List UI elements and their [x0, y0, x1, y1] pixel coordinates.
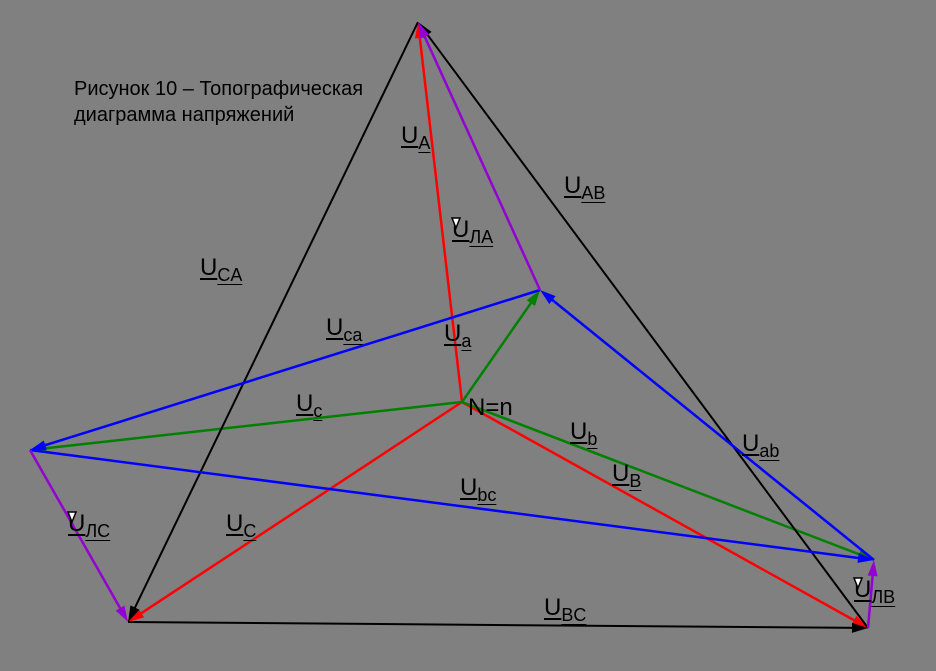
vector-UAB [418, 22, 868, 628]
vector-UC [128, 402, 462, 622]
label-ULC: UЛС [66, 510, 110, 542]
label-ULB: UЛВ [852, 576, 895, 608]
caption-line1: Рисунок 10 – Топографическая [74, 78, 363, 100]
label-Ub: Ub [570, 418, 597, 450]
node-label-N: N=n [468, 394, 513, 422]
label-UAB: UAB [564, 172, 605, 204]
label-Uca: Uca [326, 314, 362, 346]
label-UB: UB [612, 460, 641, 492]
label-UBC: UBC [544, 594, 586, 626]
label-ULA: UЛА [450, 216, 493, 248]
label-UC: UC [226, 510, 256, 542]
label-Ubc: Ubc [460, 474, 496, 506]
label-UCA: UCA [200, 254, 242, 286]
label-Uc: Uc [296, 390, 322, 422]
label-Ua: Ua [444, 320, 471, 352]
label-Uab: Uab [742, 430, 779, 462]
caption-line2: диаграмма напряжений [74, 104, 294, 126]
vector-UBC [128, 622, 868, 633]
vector-Ub [462, 402, 874, 560]
figure-caption: Рисунок 10 – Топографическая диаграмма н… [74, 76, 363, 128]
vector-Uca [30, 290, 540, 450]
label-UA: UA [401, 122, 430, 154]
diagram-container: Рисунок 10 – Топографическая диаграмма н… [0, 0, 936, 671]
vector-Ua [462, 290, 540, 402]
vector-ULA [418, 22, 540, 290]
